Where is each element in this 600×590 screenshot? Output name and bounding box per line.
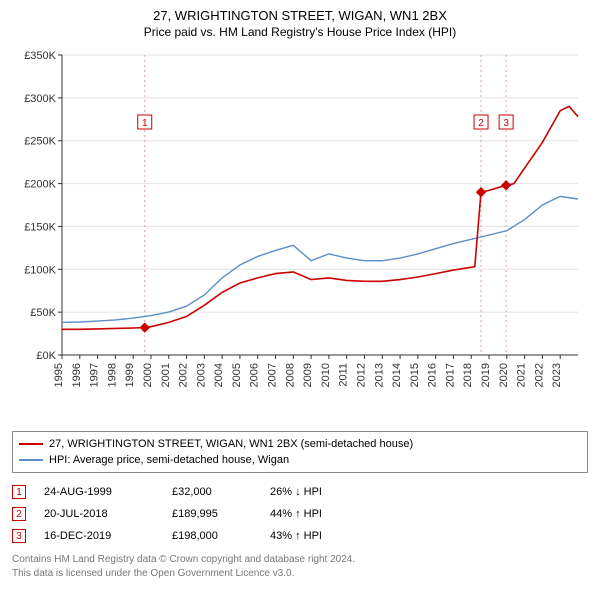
event-pct: 43% ↑ HPI [270, 530, 360, 542]
svg-text:1: 1 [142, 118, 148, 129]
svg-text:£100K: £100K [24, 264, 56, 276]
svg-text:2005: 2005 [231, 363, 243, 387]
event-row: 1 24-AUG-1999 £32,000 26% ↓ HPI [12, 481, 588, 503]
footer-attribution: Contains HM Land Registry data © Crown c… [12, 553, 588, 580]
event-date: 20-JUL-2018 [44, 508, 154, 520]
svg-text:£0K: £0K [36, 350, 56, 362]
event-row: 3 16-DEC-2019 £198,000 43% ↑ HPI [12, 525, 588, 547]
svg-text:£50K: £50K [30, 307, 56, 319]
legend: 27, WRIGHTINGTON STREET, WIGAN, WN1 2BX … [12, 431, 588, 473]
svg-text:2020: 2020 [498, 363, 510, 387]
event-date: 16-DEC-2019 [44, 530, 154, 542]
svg-text:2002: 2002 [178, 363, 190, 387]
chart-subtitle: Price paid vs. HM Land Registry's House … [12, 25, 588, 39]
event-date: 24-AUG-1999 [44, 486, 154, 498]
legend-label: 27, WRIGHTINGTON STREET, WIGAN, WN1 2BX … [49, 438, 413, 450]
svg-text:2013: 2013 [373, 363, 385, 387]
svg-text:2022: 2022 [533, 363, 545, 387]
svg-text:1997: 1997 [89, 363, 101, 387]
svg-text:2006: 2006 [249, 363, 261, 387]
svg-text:£300K: £300K [24, 93, 56, 105]
svg-text:£250K: £250K [24, 136, 56, 148]
svg-text:£350K: £350K [24, 50, 56, 62]
footer-line: This data is licensed under the Open Gov… [12, 567, 588, 581]
events-table: 1 24-AUG-1999 £32,000 26% ↓ HPI 2 20-JUL-2018… [12, 481, 588, 547]
title-block: 27, WRIGHTINGTON STREET, WIGAN, WN1 2BX … [12, 8, 588, 39]
svg-text:1995: 1995 [53, 363, 65, 387]
event-price: £189,995 [172, 508, 252, 520]
svg-text:2017: 2017 [444, 363, 456, 387]
svg-text:2010: 2010 [320, 363, 332, 387]
event-row: 2 20-JUL-2018 £189,995 44% ↑ HPI [12, 503, 588, 525]
svg-text:2001: 2001 [160, 363, 172, 387]
chart-title: 27, WRIGHTINGTON STREET, WIGAN, WN1 2BX [12, 8, 588, 23]
event-marker: 1 [12, 485, 26, 499]
svg-text:2000: 2000 [142, 363, 154, 387]
legend-item: HPI: Average price, semi-detached house,… [19, 452, 581, 468]
svg-text:2012: 2012 [355, 363, 367, 387]
event-pct: 26% ↓ HPI [270, 486, 360, 498]
chart-area: £0K £50K £100K £150K £200K £250K £300K £350K 199… [12, 45, 588, 425]
svg-text:2023: 2023 [551, 363, 563, 387]
svg-text:1998: 1998 [106, 363, 118, 387]
svg-text:2004: 2004 [213, 363, 225, 387]
svg-text:2007: 2007 [267, 363, 279, 387]
svg-text:2021: 2021 [516, 363, 528, 387]
event-price: £32,000 [172, 486, 252, 498]
legend-item: 27, WRIGHTINGTON STREET, WIGAN, WN1 2BX … [19, 436, 581, 452]
svg-text:£200K: £200K [24, 179, 56, 191]
footer-line: Contains HM Land Registry data © Crown c… [12, 553, 588, 567]
event-price: £198,000 [172, 530, 252, 542]
svg-text:2015: 2015 [409, 363, 421, 387]
svg-text:2003: 2003 [195, 363, 207, 387]
line-chart-svg: £0K £50K £100K £150K £200K £250K £300K £350K 199… [12, 45, 588, 425]
event-marker: 3 [12, 529, 26, 543]
svg-text:1999: 1999 [124, 363, 136, 387]
legend-swatch [19, 459, 43, 461]
svg-text:2014: 2014 [391, 363, 403, 387]
event-marker: 2 [12, 507, 26, 521]
svg-text:2011: 2011 [338, 363, 350, 387]
svg-text:2008: 2008 [284, 363, 296, 387]
legend-swatch [19, 443, 43, 445]
svg-text:2009: 2009 [302, 363, 314, 387]
svg-text:2016: 2016 [427, 363, 439, 387]
event-pct: 44% ↑ HPI [270, 508, 360, 520]
svg-text:2018: 2018 [462, 363, 474, 387]
chart-container: 27, WRIGHTINGTON STREET, WIGAN, WN1 2BX … [0, 0, 600, 588]
svg-text:1996: 1996 [71, 363, 83, 387]
svg-text:2: 2 [478, 118, 484, 129]
svg-text:3: 3 [503, 118, 509, 129]
legend-label: HPI: Average price, semi-detached house,… [49, 454, 289, 466]
svg-text:£150K: £150K [24, 221, 56, 233]
svg-text:2019: 2019 [480, 363, 492, 387]
